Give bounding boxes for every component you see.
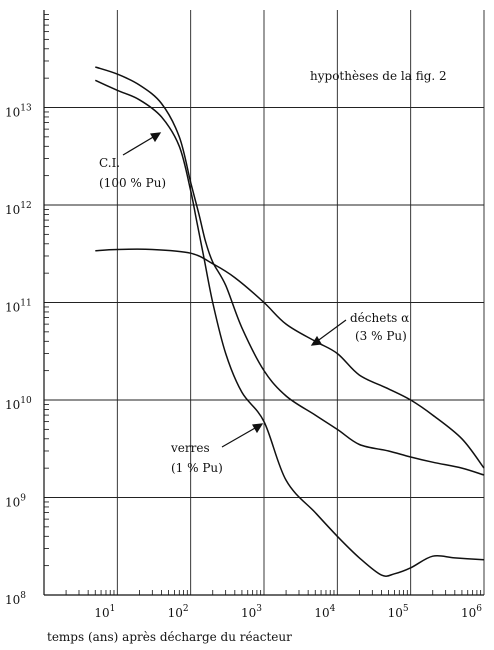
x-tick-label: 106: [461, 604, 482, 620]
ci-label-line-2: (100 % Pu): [99, 176, 166, 190]
dechets-label-line-1: déchets α: [350, 311, 409, 325]
hypotheses-annotation: hypothèses de la fig. 2: [310, 69, 447, 83]
grid: [44, 10, 485, 596]
verres-pointer-arrow: [221, 423, 264, 448]
verres-label-line-2: (1 % Pu): [171, 461, 223, 475]
series-line-dechets: [95, 248, 485, 469]
x-axis-label: temps (ans) après décharge du réacteur: [47, 630, 292, 644]
verres-label-line-1: verres: [170, 441, 210, 455]
series-layer: [94, 66, 485, 577]
x-tick-label: 102: [168, 604, 189, 620]
y-tick-label: 109: [5, 494, 26, 510]
y-tick-label: 1010: [5, 396, 32, 412]
dechets-label-line-2: (3 % Pu): [355, 329, 407, 343]
x-tick-label: 104: [314, 604, 335, 620]
x-tick-label: 103: [241, 604, 262, 620]
y-tick-label: 108: [5, 591, 26, 607]
y-tick-label: 1013: [5, 104, 32, 120]
ci-pointer-arrow: [122, 132, 162, 156]
ci-label-line-1: C.I.: [99, 156, 120, 170]
dechets-pointer-arrow: [310, 319, 347, 346]
series-line-verres: [94, 79, 485, 577]
y-tick-label: 1012: [5, 201, 32, 217]
series-line-ci: [95, 66, 485, 476]
x-tick-label: 101: [94, 604, 115, 620]
y-tick-label: 1011: [5, 299, 32, 315]
ticks-layer: 101 102 103 104 105 106 108 109 1010 1011 1012 1013: [5, 104, 482, 621]
axes: [43, 10, 484, 596]
x-tick-label: 105: [388, 604, 409, 620]
